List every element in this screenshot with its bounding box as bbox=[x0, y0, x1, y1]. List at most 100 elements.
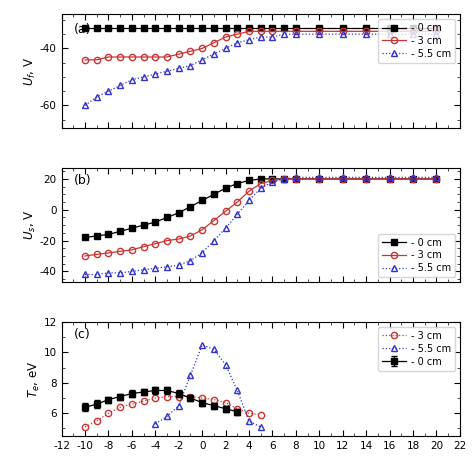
- 5.5 cm bbox=[246, 418, 252, 424]
- 0 cm bbox=[94, 26, 100, 31]
- 0 cm bbox=[246, 178, 252, 183]
- 5.5 cm bbox=[258, 185, 264, 191]
- 0 cm bbox=[211, 26, 217, 31]
- 5.5 cm bbox=[293, 31, 299, 37]
- 0 cm bbox=[106, 232, 111, 237]
- 3 cm bbox=[270, 28, 275, 34]
- 5.5 cm bbox=[153, 71, 158, 77]
- 5.5 cm bbox=[270, 34, 275, 40]
- 0 cm bbox=[293, 26, 299, 31]
- 3 cm bbox=[82, 424, 88, 430]
- 0 cm bbox=[188, 204, 193, 210]
- 0 cm bbox=[118, 26, 123, 31]
- 0 cm bbox=[153, 219, 158, 225]
- 3 cm bbox=[246, 188, 252, 194]
- 0 cm bbox=[258, 176, 264, 182]
Y-axis label: $T_e$, eV: $T_e$, eV bbox=[27, 360, 42, 398]
Line: - 0 cm: - 0 cm bbox=[82, 26, 439, 31]
- 3 cm bbox=[211, 218, 217, 223]
- 3 cm bbox=[293, 28, 299, 34]
Legend: - 0 cm, - 3 cm, - 5.5 cm: - 0 cm, - 3 cm, - 5.5 cm bbox=[378, 234, 455, 277]
- 0 cm bbox=[387, 176, 392, 182]
- 3 cm bbox=[199, 227, 205, 233]
- 5.5 cm bbox=[164, 68, 170, 74]
- 5.5 cm bbox=[340, 174, 346, 180]
- 0 cm bbox=[164, 26, 170, 31]
- 5.5 cm bbox=[258, 424, 264, 430]
- 5.5 cm bbox=[293, 174, 299, 180]
- 5.5 cm bbox=[94, 272, 100, 277]
- 3 cm bbox=[106, 250, 111, 256]
- 0 cm bbox=[199, 26, 205, 31]
- 5.5 cm bbox=[188, 373, 193, 378]
Line: - 3 cm: - 3 cm bbox=[82, 393, 264, 430]
- 0 cm bbox=[363, 26, 369, 31]
- 5.5 cm bbox=[387, 174, 392, 180]
- 0 cm bbox=[317, 26, 322, 31]
- 0 cm bbox=[82, 235, 88, 240]
- 5.5 cm bbox=[410, 174, 416, 180]
- 0 cm bbox=[434, 176, 439, 182]
- 3 cm bbox=[258, 181, 264, 186]
- 3 cm bbox=[153, 395, 158, 401]
- 3 cm bbox=[246, 410, 252, 416]
- 5.5 cm bbox=[199, 250, 205, 256]
- 3 cm bbox=[94, 252, 100, 257]
- 5.5 cm bbox=[199, 342, 205, 348]
- 3 cm bbox=[387, 28, 392, 34]
- 5.5 cm bbox=[176, 403, 182, 409]
- 0 cm bbox=[293, 176, 299, 182]
- 3 cm bbox=[188, 233, 193, 239]
- 5.5 cm bbox=[129, 269, 135, 274]
- 5.5 cm bbox=[164, 264, 170, 270]
- 0 cm bbox=[387, 26, 392, 31]
- 3 cm bbox=[246, 28, 252, 34]
- 0 cm bbox=[94, 233, 100, 239]
Line: - 3 cm: - 3 cm bbox=[82, 176, 439, 259]
- 5.5 cm bbox=[317, 31, 322, 37]
- 0 cm bbox=[410, 176, 416, 182]
- 3 cm bbox=[258, 28, 264, 34]
- 0 cm bbox=[281, 176, 287, 182]
- 3 cm bbox=[153, 241, 158, 246]
- 3 cm bbox=[223, 400, 228, 405]
- 3 cm bbox=[176, 51, 182, 57]
Y-axis label: $U_s$, V: $U_s$, V bbox=[23, 210, 38, 240]
- 0 cm bbox=[340, 26, 346, 31]
- 5.5 cm bbox=[211, 51, 217, 57]
- 5.5 cm bbox=[141, 267, 146, 273]
- 3 cm bbox=[340, 176, 346, 182]
- 3 cm bbox=[94, 418, 100, 424]
- 5.5 cm bbox=[153, 265, 158, 271]
- 5.5 cm bbox=[434, 31, 439, 37]
- 5.5 cm bbox=[153, 421, 158, 427]
- 0 cm bbox=[118, 228, 123, 234]
- 3 cm bbox=[199, 46, 205, 51]
Text: (a): (a) bbox=[73, 23, 91, 36]
- 0 cm bbox=[235, 181, 240, 186]
- 3 cm bbox=[164, 238, 170, 244]
- 5.5 cm bbox=[211, 238, 217, 244]
- 3 cm bbox=[235, 406, 240, 411]
- 3 cm bbox=[141, 54, 146, 60]
- 0 cm bbox=[176, 26, 182, 31]
- 3 cm bbox=[317, 28, 322, 34]
- 3 cm bbox=[188, 48, 193, 54]
- 5.5 cm bbox=[387, 31, 392, 37]
- 5.5 cm bbox=[94, 94, 100, 100]
- 0 cm bbox=[153, 26, 158, 31]
- 5.5 cm bbox=[129, 77, 135, 82]
- 3 cm bbox=[106, 54, 111, 60]
- 5.5 cm bbox=[363, 174, 369, 180]
- 3 cm bbox=[164, 394, 170, 400]
- 0 cm bbox=[164, 215, 170, 220]
- 0 cm bbox=[235, 26, 240, 31]
- 3 cm bbox=[176, 236, 182, 242]
- 5.5 cm bbox=[176, 263, 182, 268]
- 5.5 cm bbox=[281, 176, 287, 182]
- 3 cm bbox=[176, 394, 182, 400]
Legend: - 0 cm, - 3 cm, - 5.5 cm: - 0 cm, - 3 cm, - 5.5 cm bbox=[378, 19, 455, 63]
- 3 cm bbox=[270, 178, 275, 183]
- 3 cm bbox=[434, 28, 439, 34]
- 3 cm bbox=[118, 248, 123, 254]
